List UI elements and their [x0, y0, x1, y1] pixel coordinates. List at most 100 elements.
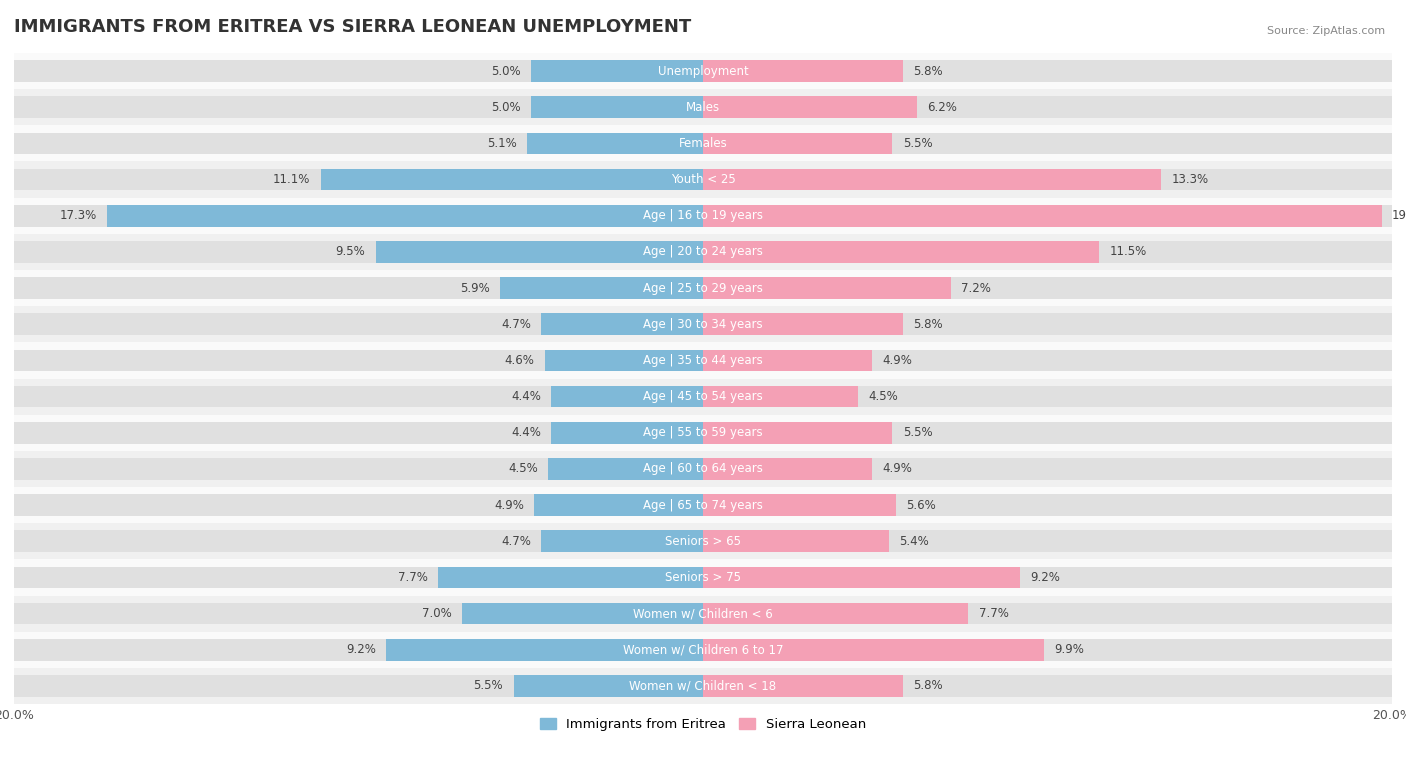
Bar [14, 639, 1392, 661]
Bar [534, 494, 703, 516]
Text: Age | 20 to 24 years: Age | 20 to 24 years [643, 245, 763, 258]
Bar [703, 169, 1161, 191]
Bar [14, 458, 1392, 480]
Bar [14, 531, 1392, 552]
Text: Males: Males [686, 101, 720, 114]
Bar [703, 603, 969, 625]
Text: 5.0%: 5.0% [491, 101, 520, 114]
Text: 5.5%: 5.5% [474, 680, 503, 693]
Text: 5.0%: 5.0% [491, 64, 520, 77]
Text: IMMIGRANTS FROM ERITREA VS SIERRA LEONEAN UNEMPLOYMENT: IMMIGRANTS FROM ERITREA VS SIERRA LEONEA… [14, 18, 692, 36]
Bar [703, 639, 1045, 661]
Bar [14, 169, 1392, 191]
Bar [551, 386, 703, 407]
Text: 5.8%: 5.8% [912, 680, 943, 693]
Text: 6.2%: 6.2% [927, 101, 956, 114]
Text: 4.9%: 4.9% [494, 499, 524, 512]
Text: 9.2%: 9.2% [1031, 571, 1060, 584]
Bar [703, 61, 903, 82]
Text: 5.8%: 5.8% [912, 318, 943, 331]
Bar [14, 342, 1392, 378]
Bar [703, 96, 917, 118]
Bar [703, 350, 872, 371]
Bar [14, 96, 1392, 118]
Bar [513, 675, 703, 696]
Bar [14, 494, 1392, 516]
Bar [14, 675, 1392, 696]
Bar [703, 205, 1382, 226]
Bar [14, 205, 1392, 226]
Text: 9.9%: 9.9% [1054, 643, 1084, 656]
Bar [14, 631, 1392, 668]
Text: Youth < 25: Youth < 25 [671, 173, 735, 186]
Bar [14, 523, 1392, 559]
Bar [14, 566, 1392, 588]
Bar [541, 313, 703, 335]
Text: Unemployment: Unemployment [658, 64, 748, 77]
Bar [107, 205, 703, 226]
Text: Age | 25 to 29 years: Age | 25 to 29 years [643, 282, 763, 294]
Bar [14, 241, 1392, 263]
Bar [375, 241, 703, 263]
Bar [14, 89, 1392, 126]
Text: Seniors > 75: Seniors > 75 [665, 571, 741, 584]
Text: 4.4%: 4.4% [512, 390, 541, 403]
Legend: Immigrants from Eritrea, Sierra Leonean: Immigrants from Eritrea, Sierra Leonean [534, 713, 872, 737]
Bar [14, 415, 1392, 451]
Bar [541, 531, 703, 552]
Text: Age | 16 to 19 years: Age | 16 to 19 years [643, 209, 763, 223]
Bar [703, 313, 903, 335]
Bar [14, 596, 1392, 631]
Text: 7.7%: 7.7% [398, 571, 427, 584]
Text: Women w/ Children < 18: Women w/ Children < 18 [630, 680, 776, 693]
Bar [531, 96, 703, 118]
Text: Age | 55 to 59 years: Age | 55 to 59 years [643, 426, 763, 439]
Text: 4.4%: 4.4% [512, 426, 541, 439]
Bar [703, 277, 950, 299]
Text: 5.6%: 5.6% [907, 499, 936, 512]
Bar [531, 61, 703, 82]
Bar [14, 378, 1392, 415]
Bar [14, 234, 1392, 270]
Bar [14, 313, 1392, 335]
Text: Age | 60 to 64 years: Age | 60 to 64 years [643, 463, 763, 475]
Text: 7.2%: 7.2% [962, 282, 991, 294]
Bar [14, 603, 1392, 625]
Text: 11.5%: 11.5% [1109, 245, 1147, 258]
Bar [14, 668, 1392, 704]
Bar [14, 277, 1392, 299]
Bar [703, 422, 893, 444]
Text: 5.5%: 5.5% [903, 426, 932, 439]
Bar [14, 422, 1392, 444]
Bar [14, 161, 1392, 198]
Bar [14, 132, 1392, 154]
Text: 4.7%: 4.7% [501, 318, 531, 331]
Bar [387, 639, 703, 661]
Text: 4.7%: 4.7% [501, 534, 531, 548]
Text: Females: Females [679, 137, 727, 150]
Text: Age | 65 to 74 years: Age | 65 to 74 years [643, 499, 763, 512]
Text: 7.0%: 7.0% [422, 607, 451, 620]
Bar [499, 277, 703, 299]
Text: Seniors > 65: Seniors > 65 [665, 534, 741, 548]
Text: 17.3%: 17.3% [59, 209, 97, 223]
Bar [703, 132, 893, 154]
Text: Source: ZipAtlas.com: Source: ZipAtlas.com [1267, 26, 1385, 36]
Text: 5.4%: 5.4% [900, 534, 929, 548]
Bar [544, 350, 703, 371]
Bar [14, 306, 1392, 342]
Bar [548, 458, 703, 480]
Bar [14, 126, 1392, 161]
Bar [321, 169, 703, 191]
Bar [14, 198, 1392, 234]
Text: Age | 30 to 34 years: Age | 30 to 34 years [643, 318, 763, 331]
Bar [703, 566, 1019, 588]
Bar [14, 53, 1392, 89]
Text: 9.2%: 9.2% [346, 643, 375, 656]
Text: 9.5%: 9.5% [336, 245, 366, 258]
Bar [551, 422, 703, 444]
Bar [14, 386, 1392, 407]
Text: 5.9%: 5.9% [460, 282, 489, 294]
Bar [14, 350, 1392, 371]
Text: Women w/ Children < 6: Women w/ Children < 6 [633, 607, 773, 620]
